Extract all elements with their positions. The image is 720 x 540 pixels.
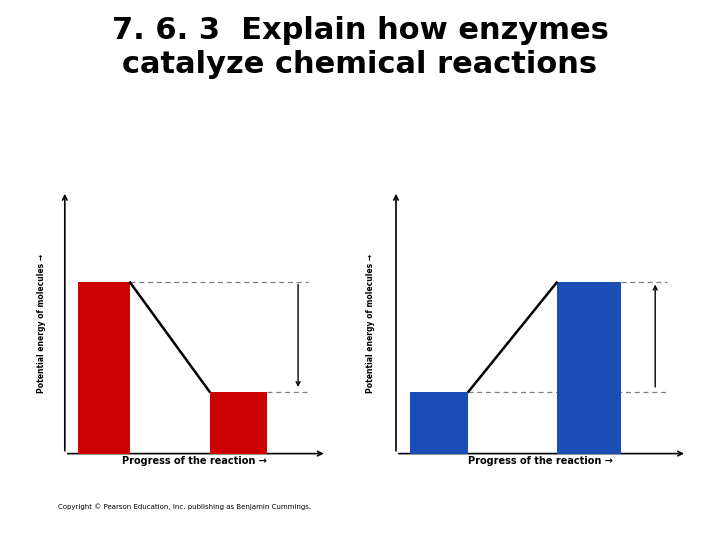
Bar (557, 282, 621, 454)
Bar (210, 392, 267, 454)
X-axis label: Progress of the reaction →: Progress of the reaction → (467, 456, 613, 467)
X-axis label: Progress of the reaction →: Progress of the reaction → (122, 456, 267, 467)
Bar (78, 282, 130, 454)
Text: Potential energy of molecules →: Potential energy of molecules → (37, 254, 46, 393)
Text: Potential energy of molecules →: Potential energy of molecules → (366, 254, 374, 393)
Text: Copyright © Pearson Education, Inc. publishing as Benjamin Cummings.: Copyright © Pearson Education, Inc. publ… (58, 504, 311, 510)
Text: 7. 6. 3  Explain how enzymes
catalyze chemical reactions: 7. 6. 3 Explain how enzymes catalyze che… (112, 16, 608, 79)
Bar (410, 392, 468, 454)
